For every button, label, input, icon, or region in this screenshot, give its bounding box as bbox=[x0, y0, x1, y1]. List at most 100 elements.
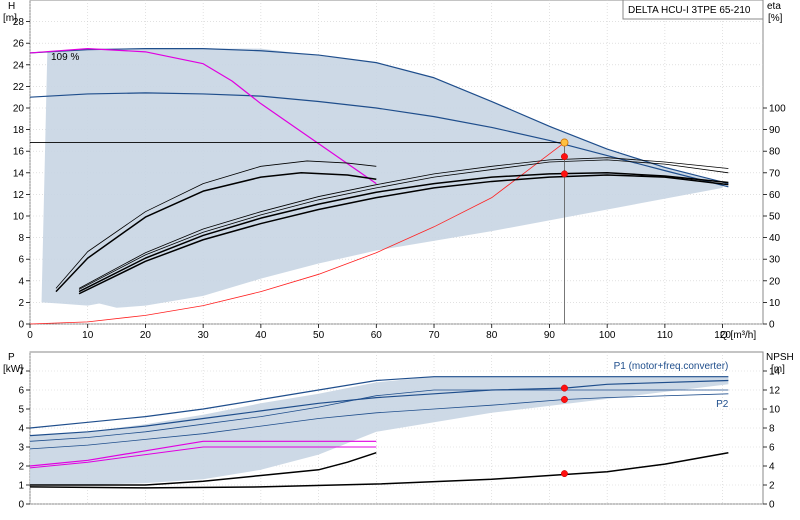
efficiency-axis-ticks: 0 10 20 30 40 50 60 70 80 90 100 bbox=[763, 104, 786, 331]
left-tick-label: 1 bbox=[18, 481, 24, 492]
flow-axis-label: Q [m³/h] bbox=[720, 330, 756, 341]
npsh-axis-ticks: 0 2 4 6 8 10 12 14 bbox=[763, 367, 781, 511]
operating-region-area bbox=[41, 48, 723, 308]
duty-point-marker bbox=[560, 138, 569, 147]
left-tick-label: 14 bbox=[13, 168, 25, 179]
npsh-axis-unit: [m] bbox=[771, 364, 785, 375]
legend-label: P1 (motor+freq.converter) bbox=[614, 361, 729, 372]
right-tick-label: 40 bbox=[769, 233, 781, 244]
left-tick-label: 12 bbox=[13, 190, 25, 201]
title-box bbox=[622, 0, 764, 20]
left-tick-label: 2 bbox=[18, 462, 24, 473]
right-tick-label: 70 bbox=[769, 168, 781, 179]
curve-p_overload_a bbox=[29, 440, 377, 467]
x-tick-label: 80 bbox=[486, 330, 498, 341]
curve-p2_max bbox=[29, 389, 729, 442]
right-tick-label: 90 bbox=[769, 125, 781, 136]
curve-npsh_a bbox=[30, 451, 377, 486]
left-tick-label: 6 bbox=[18, 255, 24, 266]
right-tick-label: 0 bbox=[769, 320, 775, 331]
right-tick-label: 30 bbox=[769, 255, 781, 266]
operating-point-marker bbox=[561, 384, 568, 392]
left-tick-label: 2 bbox=[18, 298, 24, 309]
curve-h_max bbox=[29, 47, 729, 185]
left-tick-label: 24 bbox=[13, 60, 25, 71]
right-tick-label: 0 bbox=[769, 500, 775, 511]
curve-eta_e bbox=[78, 174, 729, 295]
right-tick-label: 10 bbox=[769, 298, 781, 309]
x-tick-label: 70 bbox=[428, 330, 440, 341]
efficiency-axis-unit: [%] bbox=[768, 13, 783, 24]
x-tick-label: 60 bbox=[371, 330, 383, 341]
left-tick-label: 22 bbox=[13, 82, 25, 93]
operating-point-marker bbox=[561, 153, 568, 161]
left-tick-label: 6 bbox=[18, 386, 24, 397]
left-tick-label: 8 bbox=[18, 233, 24, 244]
x-tick-label: 50 bbox=[313, 330, 325, 341]
right-tick-label: 100 bbox=[769, 104, 786, 115]
x-tick-label: 100 bbox=[599, 330, 616, 341]
curve-hyd_eff bbox=[55, 160, 377, 289]
curve-p_overload_b bbox=[29, 446, 377, 469]
curve-p1_op bbox=[29, 379, 729, 437]
right-tick-label: 60 bbox=[769, 190, 781, 201]
power-axis-unit: [kW] bbox=[3, 364, 23, 375]
right-tick-label: 14 bbox=[769, 367, 781, 378]
operating-point-marker bbox=[561, 470, 568, 478]
power-legend: P1 (motor+freq.converter) P2 bbox=[614, 361, 729, 410]
left-tick-label: 20 bbox=[13, 104, 25, 115]
curve-system bbox=[29, 142, 565, 325]
right-tick-label: 10 bbox=[769, 405, 781, 416]
head-axis-label: H bbox=[8, 1, 15, 12]
x-tick-label: 110 bbox=[657, 330, 673, 341]
head-axis-unit: [m] bbox=[3, 13, 17, 24]
bottom-markers bbox=[561, 384, 568, 478]
curve-p1_max bbox=[29, 376, 729, 429]
curve-eta_b bbox=[78, 157, 729, 289]
x-tick-label: 10 bbox=[82, 330, 94, 341]
x-tick-label: 0 bbox=[27, 330, 33, 341]
left-tick-label: 0 bbox=[18, 320, 24, 331]
left-tick-label: 28 bbox=[13, 17, 25, 28]
top-curves bbox=[29, 47, 729, 325]
left-tick-label: 5 bbox=[18, 405, 24, 416]
left-tick-label: 0 bbox=[18, 500, 24, 511]
right-tick-label: 4 bbox=[769, 462, 775, 473]
right-tick-label: 2 bbox=[769, 481, 775, 492]
left-tick-label: 10 bbox=[13, 212, 25, 223]
x-tick-label: 40 bbox=[255, 330, 267, 341]
curve-eta_d bbox=[78, 172, 729, 293]
legend-label: P2 bbox=[716, 399, 729, 410]
top-markers bbox=[560, 138, 569, 324]
right-tick-label: 20 bbox=[769, 276, 781, 287]
right-tick-label: 50 bbox=[769, 212, 781, 223]
x-tick-label: 90 bbox=[544, 330, 556, 341]
flow-axis-ticks: 0 10 20 30 40 50 60 70 80 90 100 110 120 bbox=[27, 324, 731, 341]
curve-h_mid bbox=[29, 92, 729, 188]
left-tick-label: 26 bbox=[13, 39, 25, 50]
x-tick-label: 20 bbox=[140, 330, 152, 341]
chart-title: DELTA HCU-I 3TPE 65-210 bbox=[628, 5, 751, 16]
x-tick-label: 30 bbox=[198, 330, 210, 341]
bottom-operating-region bbox=[30, 376, 729, 485]
curve-h_overload bbox=[29, 47, 377, 185]
curve-npsh_b bbox=[29, 451, 729, 489]
npsh-axis-label: NPSH bbox=[766, 352, 794, 363]
left-tick-label: 3 bbox=[18, 443, 24, 454]
curve-eta_a bbox=[55, 172, 377, 293]
curve-p2_op bbox=[29, 393, 729, 450]
operating-point-marker bbox=[561, 396, 568, 403]
left-tick-label: 4 bbox=[18, 424, 24, 435]
left-tick-label: 18 bbox=[13, 125, 25, 136]
efficiency-axis-label: eta bbox=[767, 1, 781, 12]
top-operating-region bbox=[41, 48, 723, 308]
right-tick-label: 80 bbox=[769, 147, 781, 158]
left-tick-label: 16 bbox=[13, 147, 25, 158]
power-axis-label: P bbox=[8, 352, 15, 363]
bottom-curves bbox=[29, 376, 729, 489]
right-tick-label: 8 bbox=[769, 424, 775, 435]
